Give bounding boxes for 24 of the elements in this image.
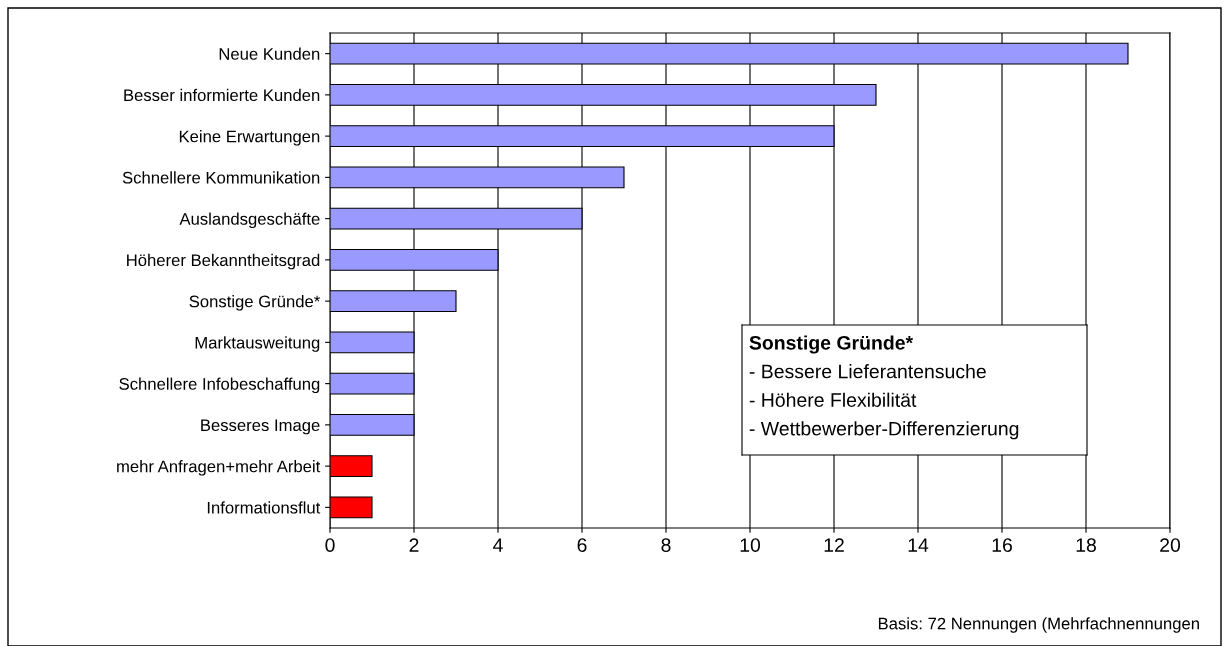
y-tick-label: mehr Anfragen+mehr Arbeit (117, 460, 321, 476)
y-tick-label: Schnellere Kommunikation (122, 171, 320, 184)
y-tick-label: Sonstige Gründe* (189, 295, 321, 311)
y-tick-label: Neue Kunden (219, 47, 320, 60)
x-tick-label: 16 (992, 538, 1012, 552)
x-tick-label: 4 (493, 538, 503, 552)
y-tick-label: Keine Erwartungen (179, 130, 320, 146)
x-tick-label: 6 (577, 538, 587, 552)
y-tick-label: Auslandsgeschäfte (179, 212, 320, 229)
y-tick-label: Informationsflut (207, 501, 321, 514)
y-tick-label: Schnellere Infobeschaffung (119, 377, 320, 394)
x-tick-label: 8 (661, 538, 671, 552)
x-tick-label: 10 (740, 538, 761, 552)
y-tick-label: Marktausweitung (195, 336, 320, 352)
y-tick-label: Höherer Bekanntheitsgrad (127, 253, 320, 270)
x-tick-label: 2 (409, 538, 419, 552)
y-tick-label: Besser informierte Kunden (124, 88, 320, 102)
x-tick-label: 0 (325, 538, 335, 552)
y-tick-label: Besseres Image (201, 419, 320, 435)
x-tick-label: 18 (1076, 538, 1096, 552)
text: Basis: 72 Nennungen (Mehrfachnennungen (878, 617, 1199, 633)
x-tick-label: 14 (908, 538, 929, 552)
x-tick-label: 20 (1160, 538, 1181, 552)
x-tick-label: 12 (824, 538, 844, 552)
